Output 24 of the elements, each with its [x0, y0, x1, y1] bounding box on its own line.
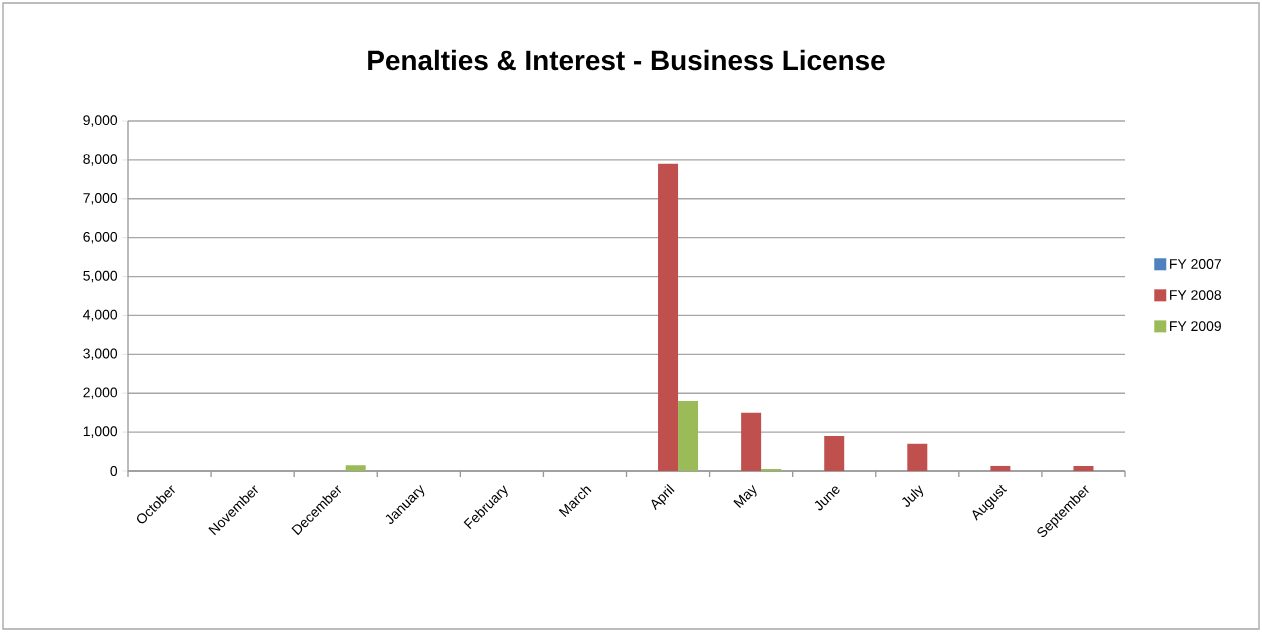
- bar: [990, 465, 1011, 471]
- y-tick-label: 2,000: [83, 387, 118, 399]
- bar: [345, 465, 366, 471]
- x-tick-label: July: [902, 485, 924, 507]
- y-tick-label: 6,000: [83, 231, 118, 244]
- y-tick-label: 5,000: [83, 270, 118, 283]
- x-tick-label: May: [733, 484, 757, 508]
- legend-label: FY 2007: [1170, 259, 1221, 269]
- bar: [741, 412, 762, 471]
- y-tick-label: 4,000: [83, 309, 118, 322]
- legend-label: FY 2009: [1170, 321, 1221, 332]
- bar: [1073, 465, 1094, 471]
- y-tick-label: 7,000: [83, 193, 118, 205]
- y-tick-label: 8,000: [83, 154, 118, 166]
- chart-title: Penalties & Interest - Business License: [368, 49, 885, 71]
- bar: [678, 401, 699, 471]
- y-tick-label: 3,000: [83, 348, 118, 361]
- bar: [824, 436, 845, 471]
- legend-label: FY 2008: [1170, 290, 1222, 301]
- y-tick-label: 9,000: [83, 115, 118, 127]
- y-tick-label: 1,000: [83, 426, 118, 438]
- bar: [658, 163, 679, 471]
- bar: [907, 443, 928, 471]
- y-tick-label: 0: [110, 466, 118, 476]
